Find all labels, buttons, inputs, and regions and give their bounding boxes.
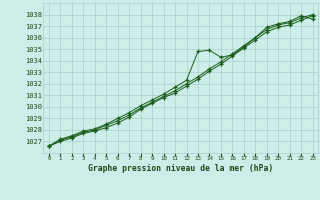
X-axis label: Graphe pression niveau de la mer (hPa): Graphe pression niveau de la mer (hPa) xyxy=(88,164,273,173)
